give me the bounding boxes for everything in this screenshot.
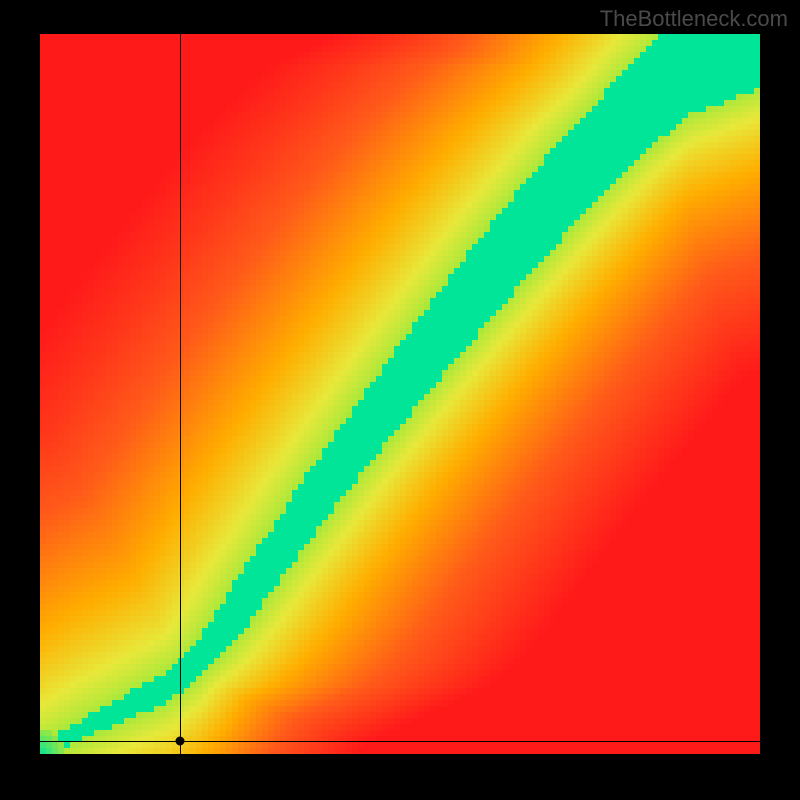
watermark-text: TheBottleneck.com xyxy=(600,6,788,32)
heatmap-canvas xyxy=(40,34,760,754)
crosshair-marker xyxy=(176,737,185,746)
crosshair-vertical xyxy=(180,34,181,754)
heatmap-plot xyxy=(40,34,760,754)
crosshair-horizontal xyxy=(40,741,760,742)
